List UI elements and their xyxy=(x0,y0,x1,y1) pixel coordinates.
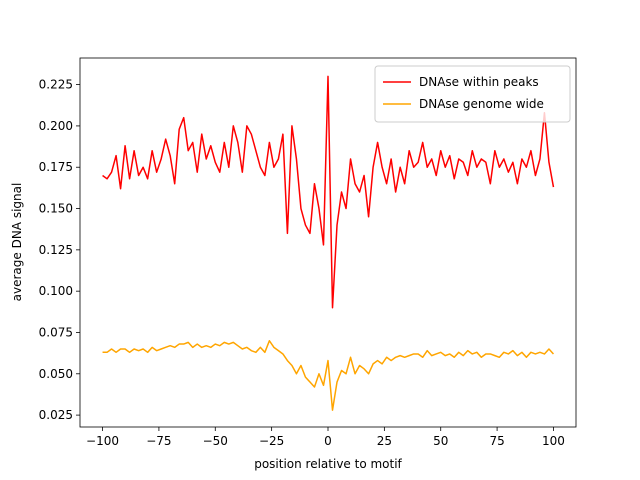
y-tick-label: 0.125 xyxy=(39,243,73,257)
y-tick-label: 0.025 xyxy=(39,408,73,422)
x-tick-label: 75 xyxy=(489,434,504,448)
y-tick-label: 0.050 xyxy=(39,367,73,381)
data-line xyxy=(102,339,555,411)
legend-box xyxy=(374,65,571,123)
y-axis-label: average DNA signal xyxy=(10,183,24,302)
legend-label: DNAse within peaks xyxy=(419,75,539,89)
y-tick-label: 0.225 xyxy=(39,78,73,92)
legend: DNAse within peaks DNAse genome wide xyxy=(374,65,571,123)
data-line xyxy=(102,75,555,309)
legend-label: DNAse genome wide xyxy=(419,97,544,111)
x-axis-label: position relative to motif xyxy=(254,457,402,471)
x-tick-label: −100 xyxy=(86,434,119,448)
x-tick-label: 25 xyxy=(377,434,392,448)
x-tick-label: 0 xyxy=(324,434,332,448)
y-tick-label: 0.150 xyxy=(39,202,73,216)
y-tick-label: 0.200 xyxy=(39,119,73,133)
x-tick-label: −50 xyxy=(203,434,228,448)
y-tick-label: 0.175 xyxy=(39,160,73,174)
x-tick-label: −25 xyxy=(259,434,284,448)
y-tick-label: 0.075 xyxy=(39,325,73,339)
y-tick-label: 0.100 xyxy=(39,284,73,298)
x-tick-label: −75 xyxy=(146,434,171,448)
plot-frame xyxy=(79,57,577,428)
x-tick-label: 100 xyxy=(542,434,565,448)
x-tick-label: 50 xyxy=(433,434,448,448)
